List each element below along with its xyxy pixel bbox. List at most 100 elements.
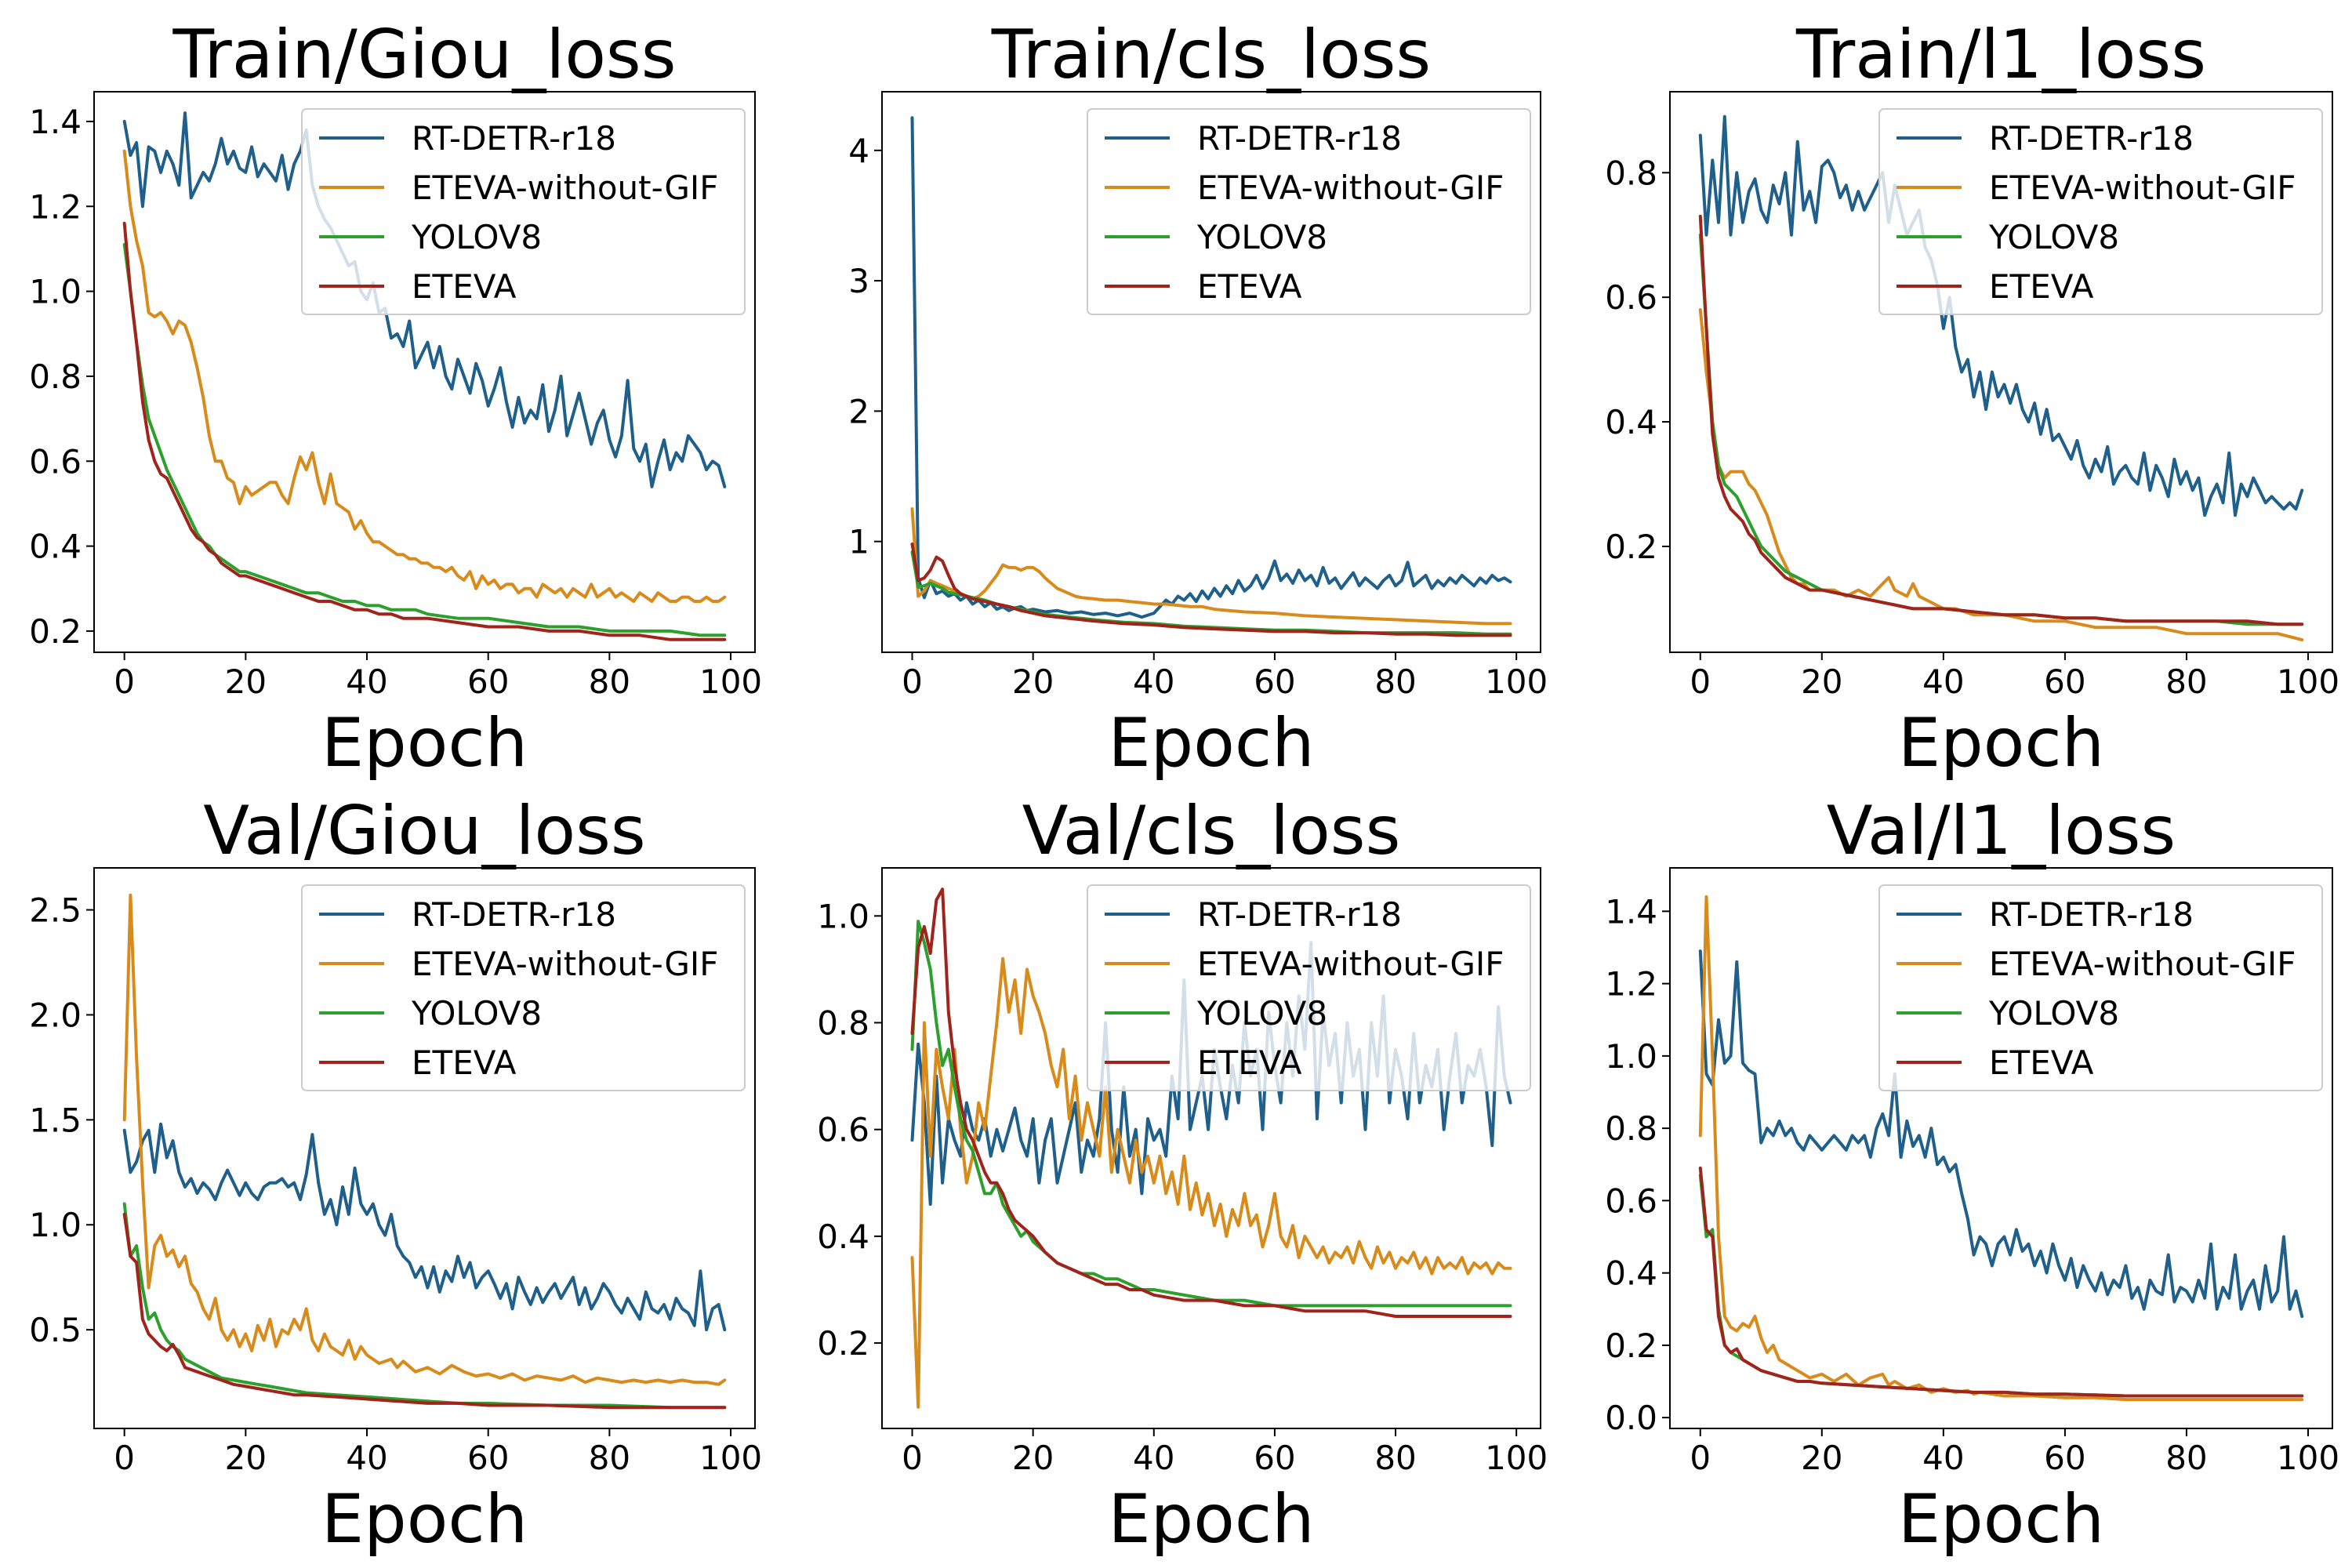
series-line-eteva-without-gif	[910, 956, 1512, 1409]
x-axis-label: Epoch	[1108, 704, 1314, 782]
legend-label: ETEVA-without-GIF	[412, 169, 718, 207]
plot-frame	[1669, 867, 2333, 1429]
x-tick-label: 20	[225, 1439, 267, 1477]
series-line-eteva-without-gif	[1698, 308, 2304, 642]
legend-label: YOLOV8	[1196, 994, 1327, 1033]
x-tick-label: 80	[2165, 662, 2207, 701]
x-tick-label: 60	[2044, 662, 2085, 701]
y-tick-label: 4	[848, 132, 869, 170]
legend: RT-DETR-r18 ETEVA-without-GIF YOLOV8 ETEVA	[301, 108, 746, 315]
legend-box	[1878, 884, 2323, 1091]
legend: RT-DETR-r18 ETEVA-without-GIF YOLOV8 ETEVA	[1087, 884, 1531, 1091]
chart-title: Val/l1_loss	[1827, 792, 2176, 870]
x-tick-label: 20	[1012, 662, 1054, 701]
legend-label: RT-DETR-r18	[412, 895, 616, 934]
y-tick-label: 0.6	[1605, 1181, 1657, 1220]
legend-box	[1087, 884, 1531, 1091]
x-tick-label: 80	[1374, 1439, 1416, 1477]
series-group	[910, 116, 1512, 637]
series-line-rt-detr-r18	[122, 111, 727, 488]
series-line-eteva-without-gif	[122, 893, 727, 1386]
series-line-eteva-without-gif	[122, 149, 727, 603]
legend-label: ETEVA-without-GIF	[1197, 945, 1504, 983]
legend-label: RT-DETR-r18	[1989, 895, 2194, 934]
legend: RT-DETR-r18 ETEVA-without-GIF YOLOV8 ETEVA	[301, 884, 746, 1091]
chart-panel: Val/cls_loss 0 20 40 60 80 100 0.2 0.4 0.6 0.8 1.0 E…	[817, 792, 1548, 1559]
legend-label: ETEVA	[1989, 1044, 2094, 1082]
x-tick-label: 60	[467, 662, 509, 701]
legend-label: YOLOV8	[1988, 218, 2119, 256]
legend-label: YOLOV8	[1196, 218, 1327, 256]
chart-title: Train/l1_loss	[1795, 16, 2206, 94]
chart-panel: Train/cls_loss 0 20 40 60 80 100 1 2 3 4 Epoch RT-DE…	[848, 16, 1548, 782]
legend-box	[301, 108, 746, 315]
y-tick-label: 0.2	[1605, 528, 1657, 566]
legend-label: RT-DETR-r18	[412, 119, 616, 158]
x-tick-label: 80	[589, 1439, 630, 1477]
x-tick-label: 0	[114, 662, 135, 701]
chart-panel: Train/l1_loss 0 20 40 60 80 100 0.2 0.4 0.6 0.8 Epo…	[1605, 16, 2339, 782]
legend-label: ETEVA	[1989, 267, 2094, 306]
plot-frame	[881, 91, 1541, 653]
chart-title: Train/Giou_loss	[172, 16, 676, 94]
x-tick-label: 100	[699, 1439, 762, 1477]
series-group	[122, 111, 727, 641]
legend-label: YOLOV8	[411, 994, 542, 1033]
series-line-eteva	[1698, 214, 2304, 626]
series-line-eteva	[1698, 1166, 2304, 1398]
chart-title: Train/cls_loss	[991, 16, 1431, 94]
plot-frame	[881, 867, 1541, 1429]
y-tick-label: 0.2	[817, 1324, 869, 1363]
x-tick-label: 40	[1922, 1439, 1964, 1477]
legend-label: RT-DETR-r18	[1197, 895, 1402, 934]
series-line-eteva	[910, 887, 1512, 1318]
x-tick-label: 60	[1254, 662, 1295, 701]
series-group	[1698, 895, 2304, 1402]
y-tick-label: 2.0	[29, 996, 82, 1034]
y-tick-label: 3	[848, 262, 869, 300]
series-group	[910, 887, 1512, 1409]
legend-label: RT-DETR-r18	[1197, 119, 1402, 158]
x-tick-label: 100	[1485, 1439, 1548, 1477]
y-tick-label: 2.5	[29, 891, 82, 930]
x-axis-label: Epoch	[321, 704, 528, 782]
y-tick-label: 0.8	[1605, 154, 1657, 192]
series-line-rt-detr-r18	[910, 116, 1512, 619]
y-tick-label: 0.4	[29, 528, 82, 566]
y-tick-label: 1.4	[1605, 892, 1657, 931]
x-tick-label: 80	[2165, 1439, 2207, 1477]
x-tick-label: 20	[1012, 1439, 1054, 1477]
x-tick-label: 0	[1690, 1439, 1711, 1477]
series-line-yolov8	[122, 243, 727, 637]
legend-label: ETEVA	[412, 267, 517, 306]
legend-label: ETEVA-without-GIF	[1197, 169, 1504, 207]
chart-title: Val/Giou_loss	[203, 792, 646, 870]
chart-panel: Val/l1_loss 0 20 40 60 80 100 0.0 0.2 0.4 0.6 0.8 1.…	[1605, 792, 2339, 1559]
series-line-eteva-without-gif	[1698, 895, 2304, 1402]
y-tick-label: 0.0	[1605, 1399, 1657, 1437]
chart-panel: Val/Giou_loss 0 20 40 60 80 100 0.5 1.0 1.5 2.0 2.5…	[29, 792, 762, 1559]
x-tick-label: 100	[699, 662, 762, 701]
y-tick-label: 2	[848, 392, 869, 430]
series-line-rt-detr-r18	[122, 1122, 727, 1332]
y-tick-label: 1	[848, 523, 869, 561]
x-axis-label: Epoch	[1898, 704, 2104, 782]
x-tick-label: 80	[589, 662, 630, 701]
x-tick-label: 40	[1922, 662, 1964, 701]
x-tick-label: 100	[1485, 662, 1548, 701]
y-tick-label: 0.8	[1605, 1109, 1657, 1148]
series-group	[122, 893, 727, 1410]
x-tick-label: 60	[467, 1439, 509, 1477]
x-axis-label: Epoch	[321, 1480, 528, 1559]
chart-panel: Train/Giou_loss 0 20 40 60 80 100 0.2 0.4 0.6 0.8 1…	[29, 16, 762, 782]
legend-box	[1878, 108, 2323, 315]
y-tick-label: 1.2	[1605, 965, 1657, 1004]
legend-label: YOLOV8	[1988, 994, 2119, 1033]
y-tick-label: 0.8	[29, 358, 82, 396]
series-line-eteva	[122, 221, 727, 641]
y-tick-label: 1.0	[1605, 1037, 1657, 1076]
x-axis-label: Epoch	[1898, 1480, 2104, 1559]
y-tick-label: 0.6	[817, 1111, 869, 1149]
y-tick-label: 1.2	[29, 187, 82, 226]
